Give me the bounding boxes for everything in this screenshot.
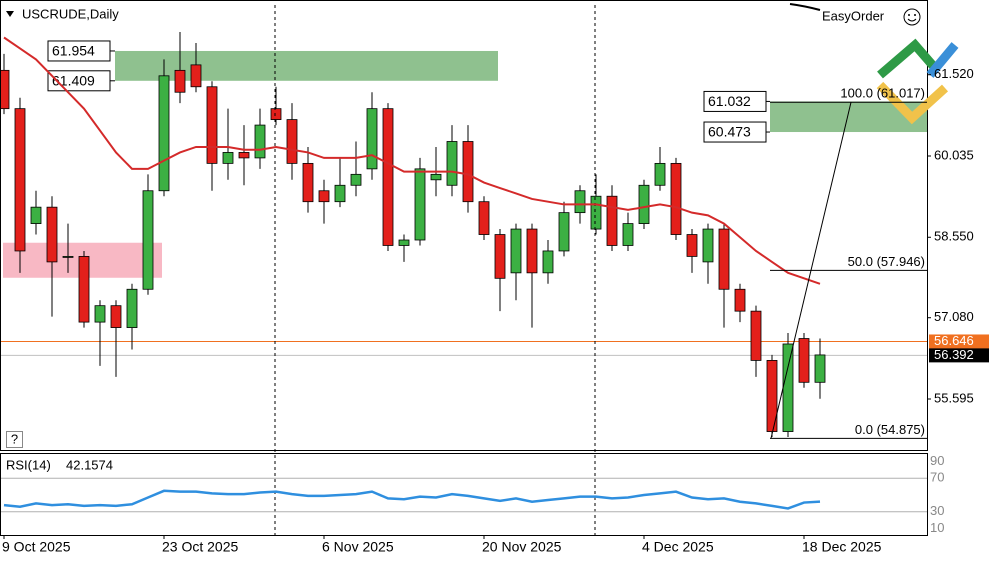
rsi-tick-label: 70: [930, 470, 944, 485]
main-pane: [0, 32, 927, 438]
chart-title: USCRUDE,Daily: [22, 6, 119, 21]
candle-body: [158, 75, 170, 192]
y-tick-label: 58.550: [934, 229, 974, 244]
fib-trendline: [770, 102, 852, 439]
x-tick-label: 18 Dec 2025: [802, 539, 882, 555]
zone-label: 60.473: [708, 124, 751, 140]
candle-body: [606, 195, 618, 246]
candle-body: [494, 234, 506, 279]
x-tick-label: 4 Dec 2025: [642, 539, 714, 555]
help-button[interactable]: [6, 431, 23, 448]
candle-body: [14, 108, 26, 252]
fib-label: 50.0 (57.946): [848, 254, 925, 269]
candle-body: [142, 190, 154, 290]
candle-body: [750, 310, 762, 361]
y-tick-label: 60.035: [934, 147, 974, 162]
candle-body: [542, 250, 554, 274]
candle-body: [734, 288, 746, 312]
candle-body: [382, 108, 394, 246]
candle-body: [238, 152, 250, 159]
fib-label: 0.0 (54.875): [855, 422, 925, 437]
y-tick-label: 55.595: [934, 390, 974, 405]
smiley-icon[interactable]: [903, 8, 921, 26]
candle-body: [350, 173, 362, 186]
candle-body: [174, 69, 186, 93]
candle-body: [30, 206, 42, 224]
x-tick-label: 20 Nov 2025: [482, 539, 562, 555]
candle-body: [206, 86, 218, 164]
logo: [876, 38, 959, 125]
main-frame: [0, 0, 928, 451]
candle-body: [318, 190, 330, 203]
candle-body: [686, 234, 698, 257]
candle-body: [398, 239, 410, 246]
candle-body: [798, 338, 810, 383]
moving-average: [3, 36, 821, 285]
fib-label: 100.0 (61.017): [840, 86, 925, 101]
y-tick-label: 61.520: [934, 66, 974, 81]
candle-body: [78, 256, 90, 323]
candle-body: [718, 228, 730, 290]
candle-body: [302, 162, 314, 203]
candle-body: [430, 173, 442, 181]
rsi-frame: [0, 453, 928, 536]
candle-body: [574, 190, 586, 214]
candle-body: [190, 64, 202, 88]
easyorder-label[interactable]: EasyOrder: [822, 8, 885, 23]
x-tick-label: 9 Oct 2025: [2, 539, 71, 555]
zone-label: 61.032: [708, 93, 751, 109]
candle-body: [478, 201, 490, 235]
price-label-box: [929, 334, 989, 349]
rsi-tick-label: 30: [930, 503, 944, 518]
candle-body: [446, 141, 458, 186]
candle-body: [638, 184, 650, 224]
zone: [115, 50, 498, 81]
candle-body: [462, 141, 474, 203]
rsi-line: [3, 489, 821, 510]
price-label-box: [929, 348, 989, 363]
candle-body: [814, 354, 826, 383]
candle-body: [782, 343, 794, 432]
candle-body: [94, 305, 106, 323]
price-label: 56.646: [934, 333, 974, 348]
candle-body: [414, 168, 426, 241]
candle-body: [654, 162, 666, 186]
candle-body: [270, 108, 282, 121]
zone-label: 61.954: [52, 43, 95, 59]
curve: [789, 3, 821, 11]
x-tick-label: 23 Oct 2025: [162, 539, 238, 555]
candle-body: [222, 152, 234, 164]
rsi-tick-label: 10: [930, 520, 944, 535]
candle-body: [526, 228, 538, 274]
candle-body: [670, 162, 682, 235]
rsi-tick-label: 90: [930, 453, 944, 468]
x-tick-label: 6 Nov 2025: [322, 539, 394, 555]
candle-body: [510, 228, 522, 274]
candle-body: [0, 69, 10, 110]
candle-body: [62, 256, 74, 258]
help-label[interactable]: ?: [11, 431, 18, 446]
zone-label: 61.409: [52, 73, 95, 89]
candle-body: [590, 195, 602, 230]
y-tick-label: 57.080: [934, 309, 974, 324]
candle-body: [558, 212, 570, 252]
candle-body: [766, 360, 778, 432]
candle-body: [334, 184, 346, 203]
candle-body: [46, 206, 58, 263]
rsi-name: RSI(14): [6, 457, 51, 472]
price-label: 56.392: [934, 347, 974, 362]
menu-triangle[interactable]: [6, 11, 14, 17]
candle-body: [366, 108, 378, 170]
candle-body: [126, 288, 138, 328]
candle-body: [702, 228, 714, 263]
candle-body: [254, 124, 266, 159]
candle-body: [110, 305, 122, 328]
candle-body: [622, 223, 634, 246]
candle-body: [286, 119, 298, 164]
rsi-value: 42.1574: [66, 457, 113, 472]
